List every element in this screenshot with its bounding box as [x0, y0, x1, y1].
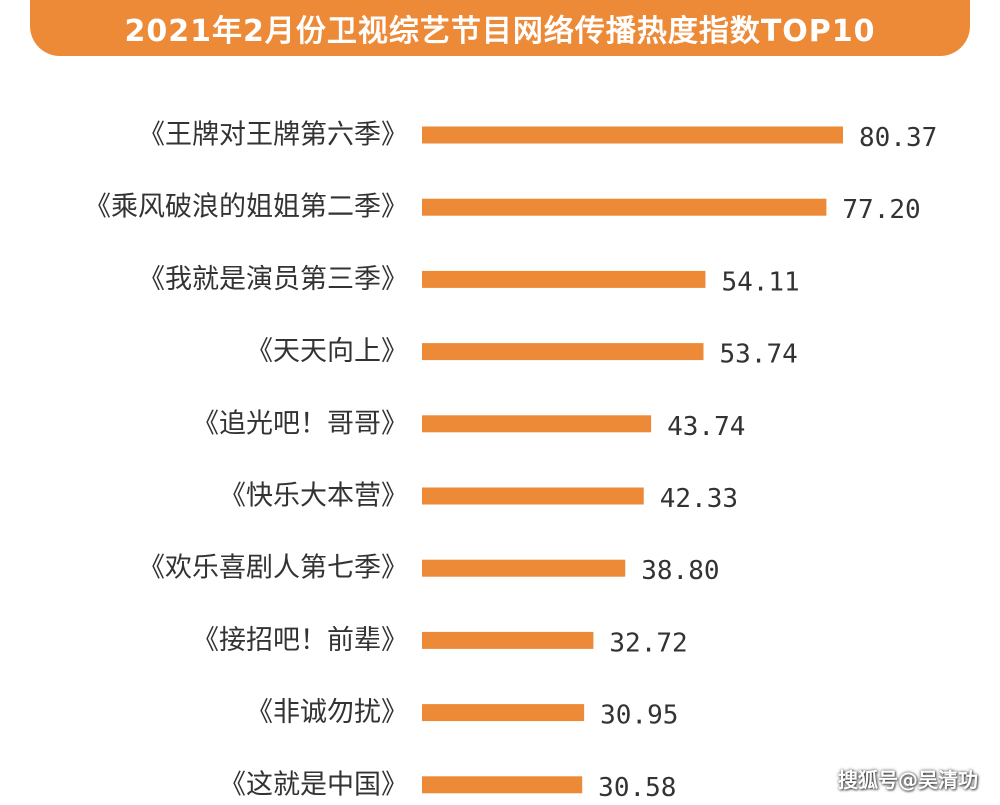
category-label: 《快乐大本营》	[219, 481, 408, 512]
value-label: 30.95	[600, 701, 678, 731]
value-label: 38.80	[641, 556, 719, 586]
category-label: 《王牌对王牌第六季》	[138, 120, 408, 151]
watermark: 搜狐号@吴清功	[838, 768, 978, 792]
chart-title: 2021年2月份卫视综艺节目网络传播热度指数TOP10	[124, 14, 876, 49]
category-label: 《天天向上》	[246, 336, 408, 367]
value-label: 77.20	[842, 195, 920, 225]
value-label: 32.72	[609, 628, 687, 658]
category-label: 《接招吧！前辈》	[192, 625, 408, 656]
bar	[422, 704, 585, 722]
title-banner: 2021年2月份卫视综艺节目网络传播热度指数TOP10	[30, 0, 970, 56]
category-label: 《我就是演员第三季》	[138, 264, 408, 295]
value-label: 54.11	[721, 267, 799, 297]
category-label: 《追光吧！哥哥》	[192, 408, 408, 439]
bar	[422, 631, 594, 649]
bar	[422, 270, 706, 288]
value-label: 30.58	[598, 773, 676, 803]
bar	[422, 343, 704, 361]
bar	[422, 487, 644, 505]
bar	[422, 198, 827, 216]
category-label: 《这就是中国》	[219, 769, 408, 800]
value-label: 53.74	[720, 340, 798, 370]
value-label: 43.74	[667, 412, 745, 442]
bar	[422, 126, 843, 144]
bar	[422, 415, 652, 433]
category-label: 《乘风破浪的姐姐第二季》	[84, 192, 408, 223]
bar	[422, 776, 583, 794]
value-label: 80.37	[859, 123, 937, 153]
category-label: 《非诚勿扰》	[246, 697, 408, 728]
category-label: 《欢乐喜剧人第七季》	[138, 553, 408, 584]
value-label: 42.33	[660, 484, 738, 514]
bar	[422, 559, 626, 577]
